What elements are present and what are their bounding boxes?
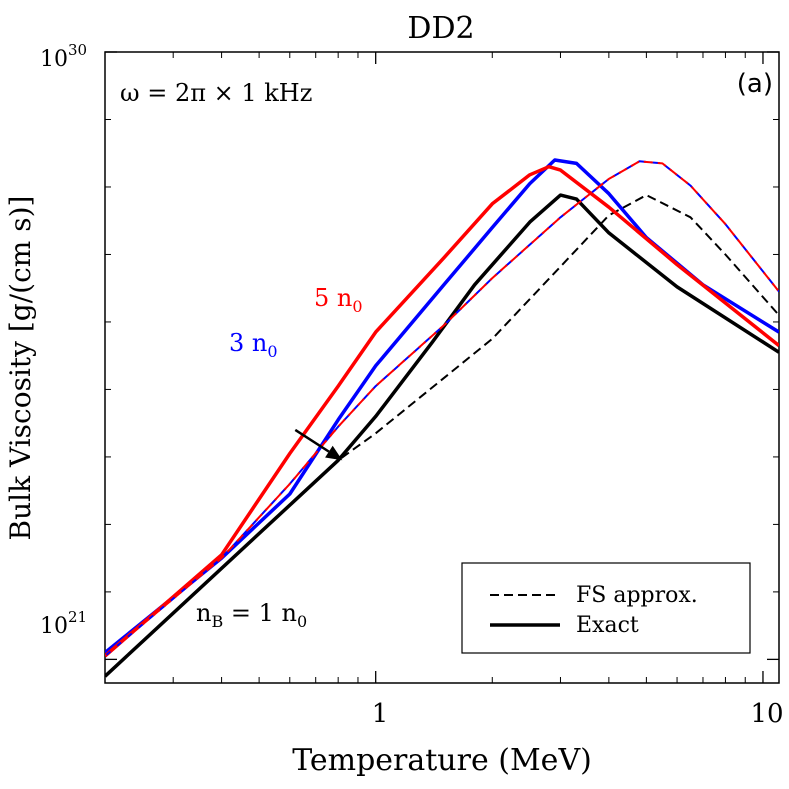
x-axis-label: Temperature (MeV) bbox=[292, 743, 592, 778]
plot-frame bbox=[104, 51, 780, 684]
legend-label-exact: Exact bbox=[576, 613, 639, 638]
series-1n0-fs-approx-line bbox=[105, 194, 779, 678]
legend-label-fs: FS approx. bbox=[576, 583, 698, 608]
arrow-head bbox=[325, 445, 343, 461]
y-tick-1e21-base: 10 bbox=[40, 614, 68, 639]
pointer-arrow bbox=[294, 428, 343, 461]
label-nB: nB = 1 n0 bbox=[196, 599, 307, 631]
label-3n0-text: 3 n bbox=[229, 329, 267, 357]
series-3n0-exact-line bbox=[105, 158, 779, 654]
minor-ticks bbox=[105, 52, 779, 683]
legend-box bbox=[461, 562, 751, 654]
legend: FS approx. Exact bbox=[461, 562, 751, 654]
y-tick-label-1e21: 1021 bbox=[40, 608, 87, 639]
y-tick-label-1e30: 1030 bbox=[40, 41, 87, 72]
series-5n0-fs-approx-line bbox=[105, 160, 779, 657]
label-5n0-sub: 0 bbox=[352, 297, 362, 316]
y-tick-1e30-base: 10 bbox=[40, 47, 68, 72]
omega-annotation: ω = 2π × 1 kHz bbox=[120, 79, 312, 107]
label-3n0-sub: 0 bbox=[267, 342, 277, 361]
label-nB-sub2: 0 bbox=[297, 612, 307, 631]
y-tick-1e21-exp: 21 bbox=[68, 608, 87, 626]
label-3n0: 3 n0 bbox=[229, 329, 278, 361]
chart-title: DD2 bbox=[407, 11, 474, 46]
label-nB-sub: B bbox=[211, 612, 223, 631]
y-tick-1e30-exp: 30 bbox=[68, 41, 87, 59]
y-axis-label: Bulk Viscosity [g/(cm s)] bbox=[4, 196, 37, 541]
x-tick-label-1: 1 bbox=[372, 699, 389, 729]
label-5n0-text: 5 n bbox=[314, 284, 352, 312]
major-ticks bbox=[105, 51, 779, 683]
panel-label: (a) bbox=[737, 69, 773, 99]
series-1n0-exact-line bbox=[105, 193, 779, 678]
series-group bbox=[105, 158, 779, 678]
label-nB-base: n bbox=[196, 599, 211, 627]
label-5n0: 5 n0 bbox=[314, 284, 363, 316]
x-tick-label-10: 10 bbox=[750, 699, 783, 729]
label-nB-rest: = 1 n bbox=[223, 599, 297, 627]
arrow-shaft bbox=[294, 428, 330, 453]
series-5n0-exact-line bbox=[105, 164, 779, 658]
